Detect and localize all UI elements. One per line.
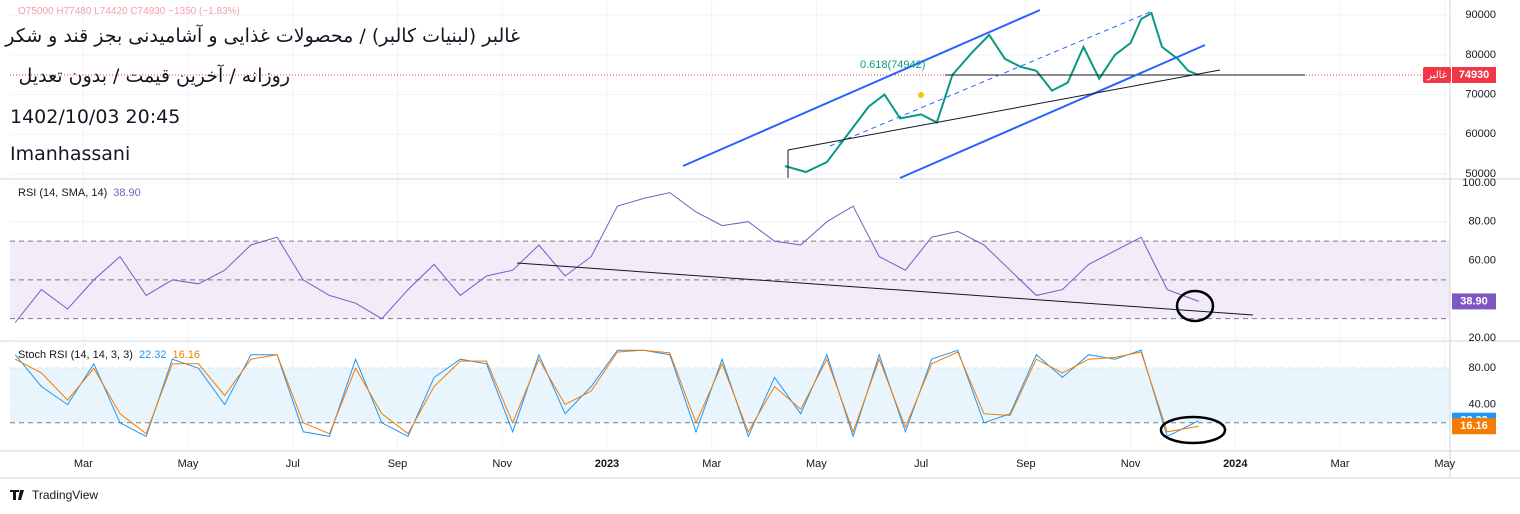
trend-line [787,69,1221,151]
y-tick-label: 80.00 [1468,216,1496,228]
header-subtitle: روزانه / آخرین قیمت / بدون تعدیل [18,65,290,87]
x-tick-label: Sep [388,458,408,470]
channel-line [899,44,1206,179]
header-author: Imanhassani [10,143,131,165]
value-tag-label: 74930 [1459,69,1490,81]
fib-label: 0.618(74942) [860,59,925,71]
y-tick-label: 50000 [1465,168,1496,180]
series-line [784,11,1200,174]
x-tick-label: May [1434,458,1455,470]
legend-value: 38.90 [113,187,141,199]
x-tick-label: Jul [914,458,928,470]
symbol-tag-label: غالبر [1426,70,1447,81]
x-tick-label: 2024 [1223,458,1248,470]
y-tick-label: 80000 [1465,49,1496,61]
x-tick-label: Mar [74,458,93,470]
marker [918,92,924,98]
ohlc-text: O75000 H77480 L74420 C74930 −1350 (−1.83… [18,6,240,17]
x-tick-label: Jul [286,458,300,470]
value-tag [1452,67,1496,84]
header-datetime: 1402/10/03 20:45 [10,106,181,128]
channel-line [682,9,1041,167]
x-tick-label: Nov [492,458,512,470]
x-tick-label: Nov [1121,458,1141,470]
band [10,368,1450,423]
logo [10,490,24,500]
drawn-circle [1159,415,1227,445]
x-tick-label: Mar [702,458,721,470]
value-tag [1452,293,1496,310]
overlay: Mar May Jul Sep Nov 2023 Mar May Jul Sep Nov 2024 Ma… [74,9,1496,470]
value-tag-label: 38.90 [1460,295,1488,307]
value-tag-label: 16.16 [1460,420,1488,432]
plot [10,0,1450,450]
x-tick-label: May [806,458,827,470]
series-line [14,349,1199,435]
y-tick-label: 60.00 [1468,254,1496,266]
rsi-trend-line [516,262,1254,316]
y-tick-label: 100.00 [1462,177,1496,189]
channel-mid [829,11,1151,147]
y-tick-label: 70000 [1465,88,1496,100]
series-line [14,192,1199,323]
x-tick-label: May [178,458,199,470]
series-line [14,349,1199,439]
header-title: غالبر (لبنیات کالبر) / محصولات غذایی و آ… [5,25,520,47]
y-tick-label: 40.00 [1468,399,1496,411]
y-tick-label: 60000 [1465,128,1496,140]
symbol-tag [1423,67,1451,84]
x-tick-label: Sep [1016,458,1036,470]
value-tag [1452,418,1496,435]
y-tick-label: 20.00 [1468,332,1496,344]
y-tick-label: 90000 [1465,9,1496,21]
x-tick-label: 2023 [595,458,619,470]
y-tick-label: 80.00 [1468,362,1496,374]
drawn-circle [1175,289,1215,323]
x-tick-label: Mar [1331,458,1350,470]
legend-value: 22.32 [138,349,167,361]
legend-title: RSI (14, SMA, 14) [18,187,108,199]
rsi-legend: RSI (14, SMA, 14) 38.90 [18,187,147,199]
legend-value: 16.16 [172,349,201,361]
legend-title: Stoch RSI (14, 14, 3, 3) [18,349,133,361]
stoch-legend: Stoch RSI (14, 14, 3, 3) 22.32 16.16 [18,349,206,361]
footer: TradingView [32,488,98,502]
